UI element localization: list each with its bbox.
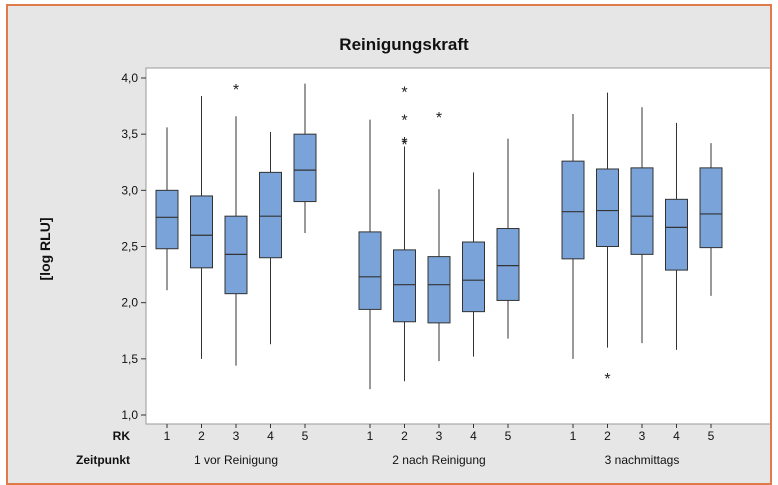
outlier-marker: *: [401, 137, 407, 154]
box: [561, 160, 585, 260]
x-axis-labels: 1 2 3 4 5 1 vor Reinigung 1 2 3 4 5 2 nach Reinigun…: [164, 424, 715, 467]
rk-tick-label: 1: [570, 429, 577, 443]
box-plot: *: [427, 110, 451, 362]
box-plot: [155, 127, 179, 291]
box: [699, 167, 723, 249]
rk-tick-label: 2: [401, 429, 408, 443]
y-tick-label: 3,0: [121, 183, 138, 197]
boxplot-chart: Reinigungskraft [log RLU] 1,0 1,5 2,0 2,5 3,…: [37, 35, 770, 467]
box-plot: [259, 131, 282, 345]
box-plot: [496, 138, 520, 339]
box-plot: *: [224, 82, 248, 366]
box-plot: [293, 83, 317, 234]
rk-tick-label: 5: [505, 429, 512, 443]
rk-tick-label: 2: [198, 429, 205, 443]
box-plot: [358, 119, 382, 390]
outlier-marker: *: [401, 84, 407, 101]
rk-tick-label: 4: [267, 429, 274, 443]
rk-tick-label: 2: [604, 429, 611, 443]
zeitpunkt-group-label: 1 vor Reinigung: [194, 453, 278, 467]
y-tick-label: 3,5: [121, 127, 138, 141]
rk-tick-label: 3: [233, 429, 240, 443]
box-plot: [665, 122, 688, 350]
rk-tick-label: 5: [302, 429, 309, 443]
outlier-marker: *: [436, 110, 442, 127]
zeitpunkt-group-label: 2 nach Reinigung: [392, 453, 485, 467]
y-tick-label: 2,0: [121, 296, 138, 310]
rk-tick-label: 5: [708, 429, 715, 443]
box: [190, 195, 213, 269]
rk-row-label: RK: [113, 429, 131, 443]
rk-tick-label: 4: [673, 429, 680, 443]
box-plot: ****: [393, 84, 416, 382]
box-plot: [630, 107, 654, 344]
box: [496, 228, 520, 301]
box: [665, 198, 688, 271]
zeitpunkt-row-label: Zeitpunkt: [76, 453, 130, 467]
box: [427, 256, 451, 324]
box-plot: *: [596, 92, 619, 388]
y-tick-label: 2,5: [121, 240, 138, 254]
rk-tick-label: 1: [164, 429, 171, 443]
box-plot: [190, 95, 213, 359]
box-series: *******: [155, 82, 723, 390]
box: [596, 168, 619, 248]
box: [259, 171, 282, 259]
box: [630, 167, 654, 255]
y-tick-label: 4,0: [121, 71, 138, 85]
rk-tick-label: 3: [436, 429, 443, 443]
y-axis: 1,0 1,5 2,0 2,5 3,0 3,5 4,0: [121, 71, 146, 422]
box: [462, 241, 485, 313]
chart-title: Reinigungskraft: [339, 35, 469, 54]
rk-tick-label: 4: [470, 429, 477, 443]
box-plot: [561, 113, 585, 359]
chart-frame: Reinigungskraft [log RLU] 1,0 1,5 2,0 2,5 3,…: [6, 4, 772, 485]
zeitpunkt-group-label: 3 nachmittags: [605, 453, 680, 467]
outlier-marker: *: [604, 371, 610, 388]
outlier-marker: *: [401, 112, 407, 129]
y-axis-title: [log RLU]: [37, 218, 53, 281]
box: [155, 189, 179, 250]
box: [358, 231, 382, 310]
rk-tick-label: 3: [639, 429, 646, 443]
box-plot: [699, 143, 723, 296]
y-tick-label: 1,5: [121, 352, 138, 366]
outlier-marker: *: [401, 135, 407, 152]
rk-tick-label: 1: [367, 429, 374, 443]
box-plot: [462, 172, 485, 357]
box: [393, 249, 416, 323]
box: [293, 133, 317, 203]
outlier-marker: *: [233, 82, 239, 99]
y-tick-label: 1,0: [121, 408, 138, 422]
